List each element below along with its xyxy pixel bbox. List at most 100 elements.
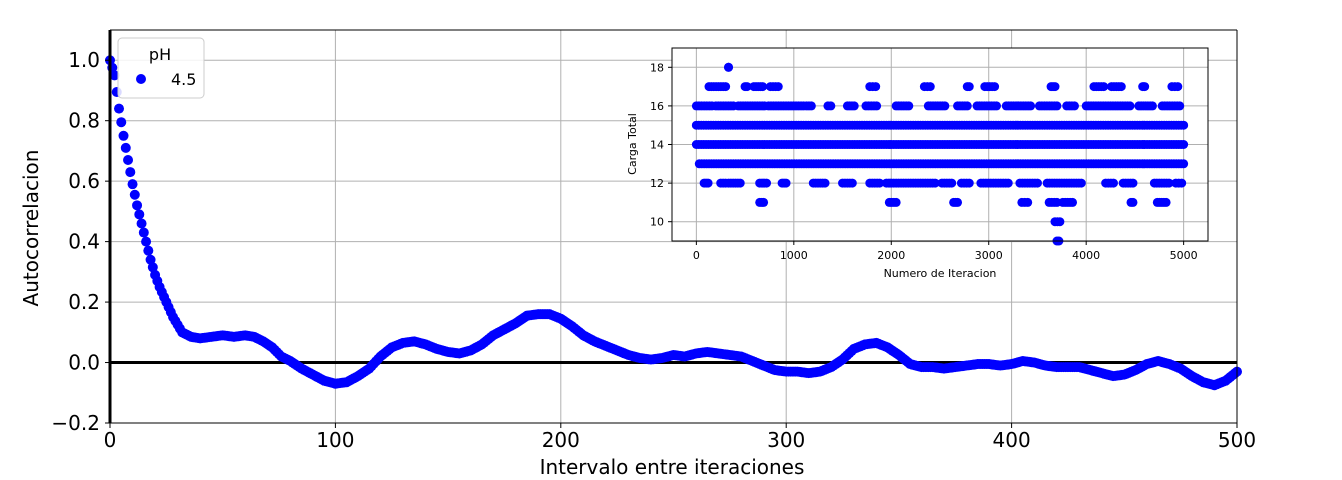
- inset-data-point: [1177, 178, 1187, 188]
- main-x-tick-label: 300: [767, 428, 805, 452]
- inset-data-point: [930, 178, 940, 188]
- main-x-tick-label: 500: [1218, 428, 1256, 452]
- inset-data-point: [703, 178, 713, 188]
- inset-data-point: [953, 197, 963, 207]
- main-x-tick-label: 100: [316, 428, 354, 452]
- inset-data-point: [925, 82, 935, 92]
- inset-data-point: [1173, 82, 1183, 92]
- inset-data-point: [940, 101, 950, 111]
- data-point: [132, 200, 143, 211]
- inset-data-point: [871, 82, 881, 92]
- inset-data-point: [1052, 101, 1062, 111]
- legend-marker: [136, 74, 146, 84]
- inset-x-tick-label: 2000: [877, 249, 905, 262]
- inset-y-tick-label: 10: [650, 216, 664, 229]
- main-series-points: [105, 55, 1242, 391]
- inset-data-point: [992, 101, 1002, 111]
- main-y-tick-label: 0.8: [68, 109, 100, 133]
- inset-x-tick-label: 1000: [780, 249, 808, 262]
- legend-title: pH: [149, 45, 171, 64]
- inset-data-point: [891, 197, 901, 207]
- inset-data-point: [1069, 101, 1079, 111]
- inset-data-point: [759, 197, 769, 207]
- main-y-tick-label: 0.4: [68, 230, 100, 254]
- inset-y-tick-label: 14: [650, 139, 664, 152]
- data-point: [145, 254, 156, 265]
- inset-data-point: [820, 178, 830, 188]
- data-point: [141, 236, 152, 247]
- inset-data-point: [1175, 101, 1185, 111]
- inset-data-point: [1147, 101, 1157, 111]
- data-point: [138, 227, 149, 238]
- main-x-ticks: 0 100 200 300 400 500: [104, 423, 1256, 452]
- inset-data-point: [742, 82, 752, 92]
- inset-data-point: [1140, 82, 1150, 92]
- inset-data-point: [1125, 101, 1135, 111]
- inset-data-point: [849, 101, 859, 111]
- inset-data-point: [1050, 82, 1060, 92]
- data-point: [143, 245, 154, 256]
- main-x-tick-label: 200: [542, 428, 580, 452]
- inset-data-point: [1179, 140, 1189, 149]
- data-point: [127, 179, 138, 190]
- legend: pH 4.5: [117, 37, 205, 99]
- inset-data-point: [964, 82, 974, 92]
- main-x-axis-label: Intervalo entre iteraciones: [540, 455, 805, 479]
- inset-y-tick-label: 12: [650, 177, 664, 190]
- inset-data-point: [1128, 178, 1138, 188]
- data-point: [123, 154, 134, 165]
- inset-data-point: [1179, 120, 1189, 130]
- inset-y-axis-label: Carga Total: [626, 113, 639, 175]
- main-x-tick-label: 400: [993, 428, 1031, 452]
- data-point: [147, 262, 158, 273]
- main-axes-frame: [108, 29, 1238, 424]
- main-y-tick-label: 0.6: [68, 169, 100, 193]
- data-point: [134, 209, 145, 220]
- data-point: [109, 70, 120, 81]
- data-point: [114, 103, 125, 114]
- inset-data-point: [1032, 178, 1042, 188]
- inset-data-point: [781, 178, 791, 188]
- data-point: [120, 142, 131, 153]
- main-y-tick-label: 0.2: [68, 290, 100, 314]
- inset-x-tick-label: 5000: [1170, 249, 1198, 262]
- data-point: [125, 167, 136, 178]
- inset-data-point: [724, 62, 734, 72]
- inset-data-point: [1099, 82, 1109, 92]
- inset-data-point: [875, 178, 885, 188]
- data-point: [116, 117, 127, 128]
- inset-data-point: [1003, 178, 1013, 188]
- legend-entry-label: 4.5: [171, 70, 196, 89]
- main-y-axis-label: Autocorrelacion: [19, 150, 43, 307]
- inset-data-point: [735, 178, 745, 188]
- inset-data-point: [990, 82, 1000, 92]
- inset-data-point: [1161, 197, 1171, 207]
- inset-x-axis-label: Numero de Iteracion: [884, 267, 997, 280]
- inset-data-point: [947, 178, 957, 188]
- main-y-tick-label: 0.0: [68, 351, 100, 375]
- data-point: [118, 130, 129, 141]
- inset-series-points: [691, 62, 1189, 246]
- inset-data-point: [847, 178, 857, 188]
- inset-x-tick-label: 4000: [1072, 249, 1100, 262]
- inset-data-point: [1164, 178, 1174, 188]
- inset-data-point: [1055, 217, 1065, 227]
- inset-x-tick-label: 3000: [975, 249, 1003, 262]
- inset-data-point: [962, 101, 972, 111]
- inset-data-point: [964, 178, 974, 188]
- inset-x-tick-label: 0: [693, 249, 700, 262]
- inset-data-point: [1179, 159, 1189, 169]
- inset-data-point: [773, 82, 783, 92]
- inset-data-point: [1116, 82, 1126, 92]
- inset-data-point: [762, 178, 772, 188]
- main-x-tick-label: 0: [104, 428, 117, 452]
- inset-data-point: [806, 101, 816, 111]
- main-y-ticks: −0.2 0.0 0.2 0.4 0.6 0.8 1.0: [51, 48, 110, 435]
- inset-y-ticks: 10 12 14 16 18: [650, 61, 672, 229]
- main-y-tick-label: −0.2: [51, 411, 100, 435]
- inset-data-point: [904, 101, 914, 111]
- inset-x-ticks: 0 1000 2000 3000 4000 5000: [693, 241, 1198, 262]
- inset-data-point: [1026, 101, 1036, 111]
- inset-y-tick-label: 18: [650, 61, 664, 74]
